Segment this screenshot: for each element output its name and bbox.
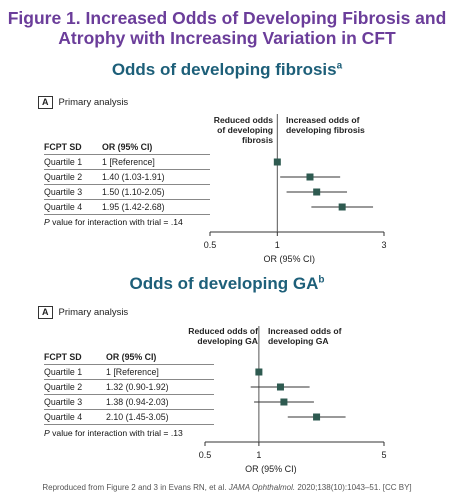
table-rule	[44, 199, 210, 200]
x-tick-label: 1	[275, 240, 280, 250]
table-rule	[44, 184, 210, 185]
row-or-text: 1.50 (1.10-2.05)	[102, 187, 165, 197]
table-rule	[44, 364, 214, 365]
table-rule	[44, 394, 214, 395]
table-rule	[44, 214, 210, 215]
fibrosis-p-value: P value for interaction with trial = .14	[44, 217, 183, 227]
row-or-text: 1 [Reference]	[106, 367, 159, 377]
x-axis-label: OR (95% CI)	[264, 254, 316, 264]
source-citation: Reproduced from Figure 2 and 3 in Evans …	[42, 483, 412, 492]
table-rule	[44, 379, 214, 380]
row-or-text: 1.32 (0.90-1.92)	[106, 382, 169, 392]
row-or-text: 1.38 (0.94-2.03)	[106, 397, 169, 407]
or-marker	[273, 158, 281, 166]
x-tick-label: 5	[381, 450, 386, 460]
ga-forest-plot: 0.5 1 5 OR (95% CI)	[199, 326, 387, 474]
row-or-text: 1.40 (1.03-1.91)	[102, 172, 165, 182]
row-label: Quartile 4	[44, 412, 83, 422]
or-marker	[255, 368, 263, 376]
table-rule	[44, 169, 210, 170]
or-marker	[280, 398, 288, 406]
or-marker	[313, 413, 321, 421]
panel-label-text: Primary analysis	[58, 307, 129, 318]
row-label: Quartile 1	[44, 367, 83, 377]
col-header-or: OR (95% CI)	[106, 352, 157, 362]
row-or-text: 1.95 (1.42-2.68)	[102, 202, 165, 212]
fibrosis-panel-label: A Primary analysis	[38, 96, 128, 109]
ga-direction-left: Reduced odds of developing GA	[188, 326, 258, 346]
fibrosis-direction-left: Reduced odds of developing fibrosis	[213, 115, 273, 145]
figure-title: Figure 1. Increased Odds of Developing F…	[7, 8, 447, 48]
row-label: Quartile 2	[44, 172, 83, 182]
panel-letter-box: A	[38, 306, 53, 319]
row-label: Quartile 3	[44, 187, 83, 197]
or-marker	[306, 173, 314, 181]
ga-p-value: P value for interaction with trial = .13	[44, 428, 183, 438]
ga-chart-title: Odds of developing GAb	[129, 274, 325, 293]
table-rule	[44, 154, 210, 155]
or-marker	[338, 203, 346, 211]
x-axis-label: OR (95% CI)	[245, 464, 297, 474]
panel-label-text: Primary analysis	[58, 97, 129, 108]
col-header-fcpt: FCPT SD	[44, 142, 82, 152]
ga-panel-label: A Primary analysis	[38, 306, 128, 319]
table-rule	[44, 409, 214, 410]
or-marker	[276, 383, 284, 391]
table-rule	[44, 424, 214, 425]
x-tick-label: 3	[381, 240, 386, 250]
fibrosis-table: FCPT SD OR (95% CI) Quartile 1 1 [Refere…	[44, 140, 210, 230]
row-label: Quartile 4	[44, 202, 83, 212]
x-tick-label: 0.5	[199, 450, 212, 460]
col-header-fcpt: FCPT SD	[44, 352, 82, 362]
fibrosis-chart-title: Odds of developing fibrosisa	[111, 60, 343, 79]
x-tick-label: 0.5	[204, 240, 217, 250]
panel-letter-box: A	[38, 96, 53, 109]
or-marker	[313, 188, 321, 196]
col-header-or: OR (95% CI)	[102, 142, 153, 152]
ga-table: FCPT SD OR (95% CI) Quartile 1 1 [Refere…	[44, 350, 214, 430]
row-label: Quartile 2	[44, 382, 83, 392]
ga-direction-right: Increased odds of developing GA	[268, 326, 342, 346]
row-or-text: 1 [Reference]	[102, 157, 155, 167]
fibrosis-direction-right: Increased odds of developing fibrosis	[286, 115, 365, 135]
x-tick-label: 1	[256, 450, 261, 460]
row-label: Quartile 3	[44, 397, 83, 407]
row-label: Quartile 1	[44, 157, 83, 167]
row-or-text: 2.10 (1.45-3.05)	[106, 412, 169, 422]
fibrosis-forest-plot: 0.5 1 3 OR (95% CI)	[204, 114, 387, 264]
